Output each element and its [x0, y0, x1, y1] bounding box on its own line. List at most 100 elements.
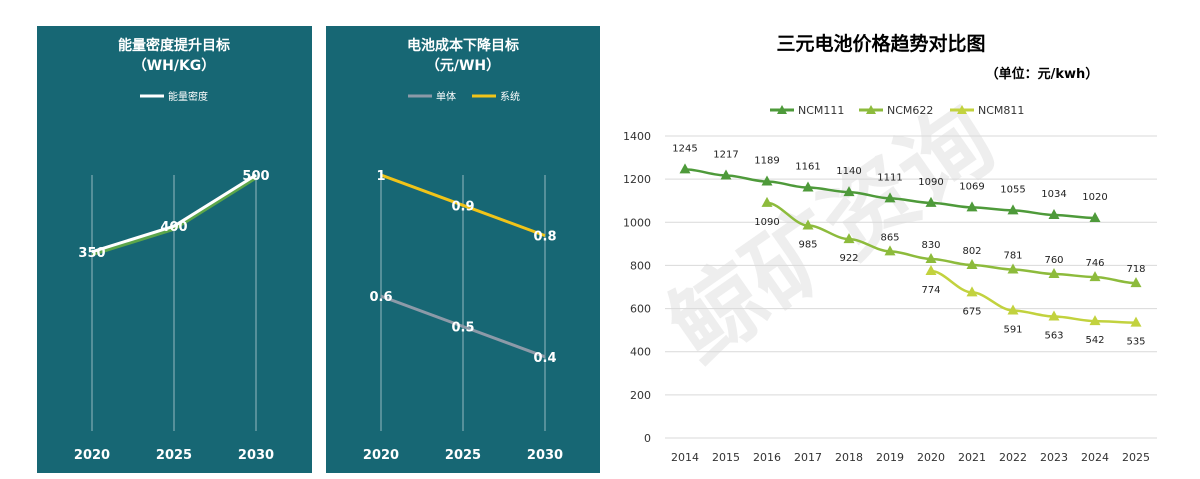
y-tick-label: 200 [630, 389, 651, 402]
plot-area: 2020 2025 2030 350 400 500 [74, 169, 274, 463]
data-label: 535 [1126, 337, 1145, 348]
data-label: 1140 [836, 166, 861, 177]
data-point [1007, 304, 1019, 315]
x-tick-label: 2023 [1040, 451, 1068, 464]
data-label: 1 [376, 169, 385, 184]
data-label: 1217 [713, 149, 738, 160]
data-label: 1069 [959, 181, 984, 192]
data-label: 1161 [795, 162, 820, 173]
data-label: 563 [1044, 331, 1063, 342]
cost-target-chart: 电池成本下降目标 （元/WH） 单体 系统 2020 2025 2030 0.6 0.5 0… [363, 37, 563, 463]
chart-subtitle: （WH/KG） [133, 58, 216, 74]
legend: 单体 系统 [408, 90, 520, 103]
data-point [1048, 310, 1060, 321]
series-line [91, 173, 257, 254]
data-point [925, 196, 937, 207]
data-label: 922 [839, 253, 858, 264]
data-label: 985 [798, 240, 817, 251]
series-line [380, 173, 546, 238]
x-tick-label: 2024 [1081, 451, 1109, 464]
y-tick-label: 400 [630, 346, 651, 359]
legend-marker [957, 105, 967, 114]
data-point [802, 181, 814, 192]
data-label: 718 [1126, 264, 1145, 275]
data-label: 500 [242, 169, 269, 184]
data-point [884, 245, 896, 256]
data-point [1048, 268, 1060, 279]
data-label: 830 [921, 240, 940, 251]
x-tick-label: 2014 [671, 451, 699, 464]
data-label: 774 [921, 285, 940, 296]
x-tick-label: 2018 [835, 451, 863, 464]
data-point [1089, 211, 1101, 222]
x-tick-label: 2020 [74, 448, 110, 463]
data-point [720, 169, 732, 180]
data-label: 0.4 [533, 351, 556, 366]
data-label: 1090 [754, 217, 779, 228]
data-point [1130, 316, 1142, 327]
legend: 能量密度 [140, 90, 208, 103]
data-label: 400 [160, 220, 187, 235]
data-point [1048, 208, 1060, 219]
data-label: 1090 [918, 177, 943, 188]
energy-density-chart: 能量密度提升目标 （WH/KG） 能量密度 2020 2025 2030 350 400… [74, 37, 274, 463]
energy-density-panel: 能量密度提升目标 （WH/KG） 能量密度 2020 2025 2030 350 400… [37, 26, 312, 473]
data-label: 0.9 [451, 199, 474, 214]
data-point [843, 186, 855, 197]
series-line [766, 201, 1137, 285]
x-tick-label: 2030 [527, 448, 563, 463]
data-point [1007, 263, 1019, 274]
x-tick-label: 2017 [794, 451, 822, 464]
cost-target-panel: 电池成本下降目标 （元/WH） 单体 系统 2020 2025 2030 0.6 0.5 0… [326, 26, 600, 473]
gridlines: 0 200 400 600 800 1000 1200 1400 2014 2015 2016 201… [623, 130, 1157, 464]
plot-area: 1245 1217 1189 1161 1140 1111 1090 1069 1055 1034… [672, 143, 1145, 347]
x-tick-label: 2019 [876, 451, 904, 464]
x-tick-label: 2015 [712, 451, 740, 464]
data-point [761, 196, 773, 207]
unit-label: （单位：元/kwh） [986, 66, 1099, 82]
x-tick-label: 2020 [917, 451, 945, 464]
chart-subtitle: （元/WH） [426, 58, 500, 74]
data-label: 1245 [672, 143, 697, 154]
data-label: 542 [1085, 335, 1104, 346]
data-label: 1111 [877, 172, 902, 183]
series-line [930, 269, 1137, 324]
data-point [966, 258, 978, 269]
data-label: 865 [880, 232, 899, 243]
plot-area: 2020 2025 2030 0.6 0.5 0.4 1 0.9 0.8 [363, 169, 563, 463]
legend-label: 单体 [436, 91, 456, 103]
x-tick-label: 2025 [156, 448, 192, 463]
data-point [1130, 277, 1142, 288]
data-label: 0.8 [533, 230, 556, 245]
data-label: 746 [1085, 258, 1104, 269]
x-tick-label: 2022 [999, 451, 1027, 464]
legend-label: 能量密度 [168, 90, 208, 103]
y-tick-label: 0 [644, 432, 651, 445]
y-tick-label: 1200 [623, 173, 651, 186]
x-tick-label: 2025 [445, 448, 481, 463]
y-tick-label: 600 [630, 303, 651, 316]
data-point [1089, 315, 1101, 326]
legend-label: NCM622 [887, 104, 933, 117]
data-point [884, 192, 896, 203]
data-label: 781 [1003, 251, 1022, 262]
data-label: 350 [78, 246, 105, 261]
legend-marker [866, 105, 876, 114]
data-label: 760 [1044, 255, 1063, 266]
data-label: 0.6 [369, 290, 392, 305]
legend: NCM111 NCM622 NCM811 [770, 104, 1024, 117]
chart-title: 三元电池价格趋势对比图 [776, 32, 985, 55]
series-shadow-line [91, 176, 257, 257]
series-line [380, 294, 546, 359]
data-label: 802 [962, 246, 981, 257]
data-label: 1189 [754, 156, 779, 167]
data-point [1007, 204, 1019, 215]
data-label: 591 [1003, 325, 1022, 336]
data-point [843, 233, 855, 244]
data-point [802, 219, 814, 230]
data-label: 675 [962, 306, 981, 317]
data-point [679, 163, 691, 174]
y-tick-label: 1000 [623, 216, 651, 229]
data-point [966, 286, 978, 297]
